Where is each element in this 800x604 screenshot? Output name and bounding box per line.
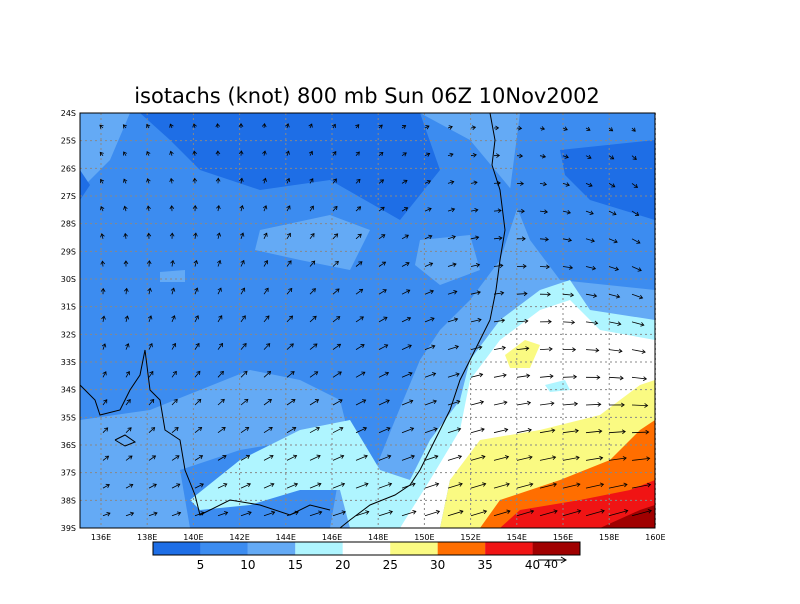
- lat-label: 38S: [61, 496, 76, 505]
- lon-label: 160E: [645, 533, 665, 542]
- lat-label: 34S: [61, 386, 76, 395]
- lon-label: 140E: [183, 533, 203, 542]
- colorbar: 5 10 15 20 25 30 35 40: [153, 542, 580, 572]
- isotach-region: [160, 270, 185, 282]
- lon-label: 156E: [553, 533, 573, 542]
- colorbar-label: 10: [240, 558, 255, 572]
- colorbar-swatch: [390, 542, 437, 555]
- isotach-fields: [80, 113, 655, 528]
- colorbar-swatch: [153, 542, 200, 555]
- lat-label: 37S: [61, 469, 76, 478]
- lat-label: 32S: [61, 330, 76, 339]
- lon-label: 144E: [276, 533, 296, 542]
- lat-label: 33S: [61, 358, 76, 367]
- lon-label: 142E: [229, 533, 249, 542]
- colorbar-swatch: [438, 542, 485, 555]
- lat-label: 35S: [61, 413, 76, 422]
- lat-label: 24S: [61, 109, 76, 118]
- colorbar-label: 40: [525, 558, 540, 572]
- lat-label: 39S: [61, 524, 76, 533]
- title: isotachs (knot) 800 mb Sun 06Z 10Nov2002: [134, 84, 600, 108]
- colorbar-label: 5: [197, 558, 205, 572]
- colorbar-swatch: [200, 542, 247, 555]
- lat-label: 28S: [61, 220, 76, 229]
- lat-label: 26S: [61, 164, 76, 173]
- colorbar-swatch: [485, 542, 532, 555]
- lon-label: 150E: [414, 533, 434, 542]
- colorbar-label: 25: [383, 558, 398, 572]
- lon-label: 152E: [460, 533, 480, 542]
- lon-label: 154E: [507, 533, 527, 542]
- lon-label: 136E: [91, 533, 111, 542]
- colorbar-swatch: [248, 542, 295, 555]
- lon-label: 158E: [599, 533, 619, 542]
- colorbar-swatch: [343, 542, 390, 555]
- lat-label: 30S: [61, 275, 76, 284]
- colorbar-swatch: [533, 542, 580, 555]
- colorbar-label: 20: [335, 558, 350, 572]
- colorbar-swatch: [295, 542, 342, 555]
- lat-label: 27S: [61, 192, 76, 201]
- lat-label: 25S: [61, 137, 76, 146]
- wind-vector: [540, 267, 549, 268]
- lat-label: 31S: [61, 303, 76, 312]
- lat-label: 36S: [61, 441, 76, 450]
- lon-label: 148E: [368, 533, 388, 542]
- lat-label: 29S: [61, 247, 76, 256]
- lon-label: 146E: [322, 533, 342, 542]
- lon-label: 138E: [137, 533, 157, 542]
- colorbar-label: 15: [288, 558, 303, 572]
- colorbar-label: 30: [430, 558, 445, 572]
- colorbar-label: 35: [477, 558, 492, 572]
